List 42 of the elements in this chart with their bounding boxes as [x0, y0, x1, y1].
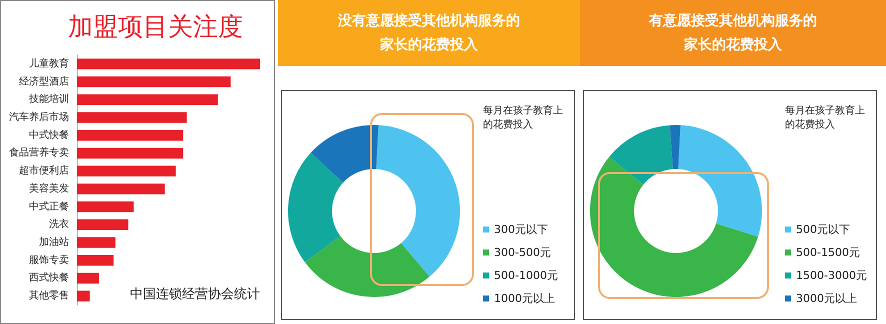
y-tick-label: 超市便利店 — [19, 164, 69, 177]
y-tick-label: 技能培训 — [28, 93, 69, 106]
y-tick-label: 汽车养后市场 — [9, 111, 69, 123]
chart-title: 有意愿接受其他机构服务的家长的花费投入 — [648, 12, 818, 55]
annotation: 中国连锁经营协会统计 — [130, 287, 260, 302]
legend-label: 300-500元 — [494, 246, 551, 259]
chart-title: 没有意愿接受其他机构服务的家长的花费投入 — [337, 12, 521, 55]
chart-title: 加盟项目关注度 — [68, 12, 243, 41]
bar — [77, 166, 176, 176]
legend-label: 500-1000元 — [494, 269, 558, 282]
legend-label: 500-1500元 — [796, 246, 860, 259]
y-tick-label: 中式正餐 — [29, 200, 69, 212]
bar — [77, 219, 128, 230]
y-tick-label: 西式快餐 — [29, 272, 69, 284]
legend-label: 300元以下 — [494, 223, 548, 236]
legend-label: 500元以下 — [796, 223, 850, 236]
bar — [77, 112, 187, 123]
bar — [77, 255, 114, 266]
bar — [77, 201, 134, 212]
y-tick-label: 加油站 — [39, 236, 69, 248]
bar — [77, 130, 184, 141]
bar — [77, 94, 218, 105]
legend-label: 3000元以上 — [796, 292, 857, 305]
legend-title: 每月在孩子教育上的花费投入 — [483, 104, 563, 130]
bar — [77, 184, 165, 194]
y-tick-label: 经济型酒店 — [19, 75, 69, 88]
bar — [77, 58, 260, 70]
bar — [77, 148, 184, 159]
y-tick-label: 其他零售 — [29, 290, 69, 302]
bar — [77, 76, 231, 88]
bar — [77, 290, 90, 302]
y-tick-label: 美容美发 — [29, 182, 69, 194]
legend-title: 每月在孩子教育上的花费投入 — [785, 104, 865, 130]
legend-label: 1000元以上 — [494, 292, 555, 305]
bar — [77, 272, 99, 284]
y-tick-label: 服饰专卖 — [29, 254, 69, 266]
legend-label: 1500-3000元 — [796, 269, 867, 282]
bar — [77, 237, 116, 248]
y-tick-label: 洗衣 — [49, 218, 69, 230]
y-tick-label: 儿童教育 — [29, 57, 69, 70]
y-tick-label: 中式快餐 — [29, 128, 69, 141]
y-tick-label: 食品营养专卖 — [9, 146, 69, 159]
